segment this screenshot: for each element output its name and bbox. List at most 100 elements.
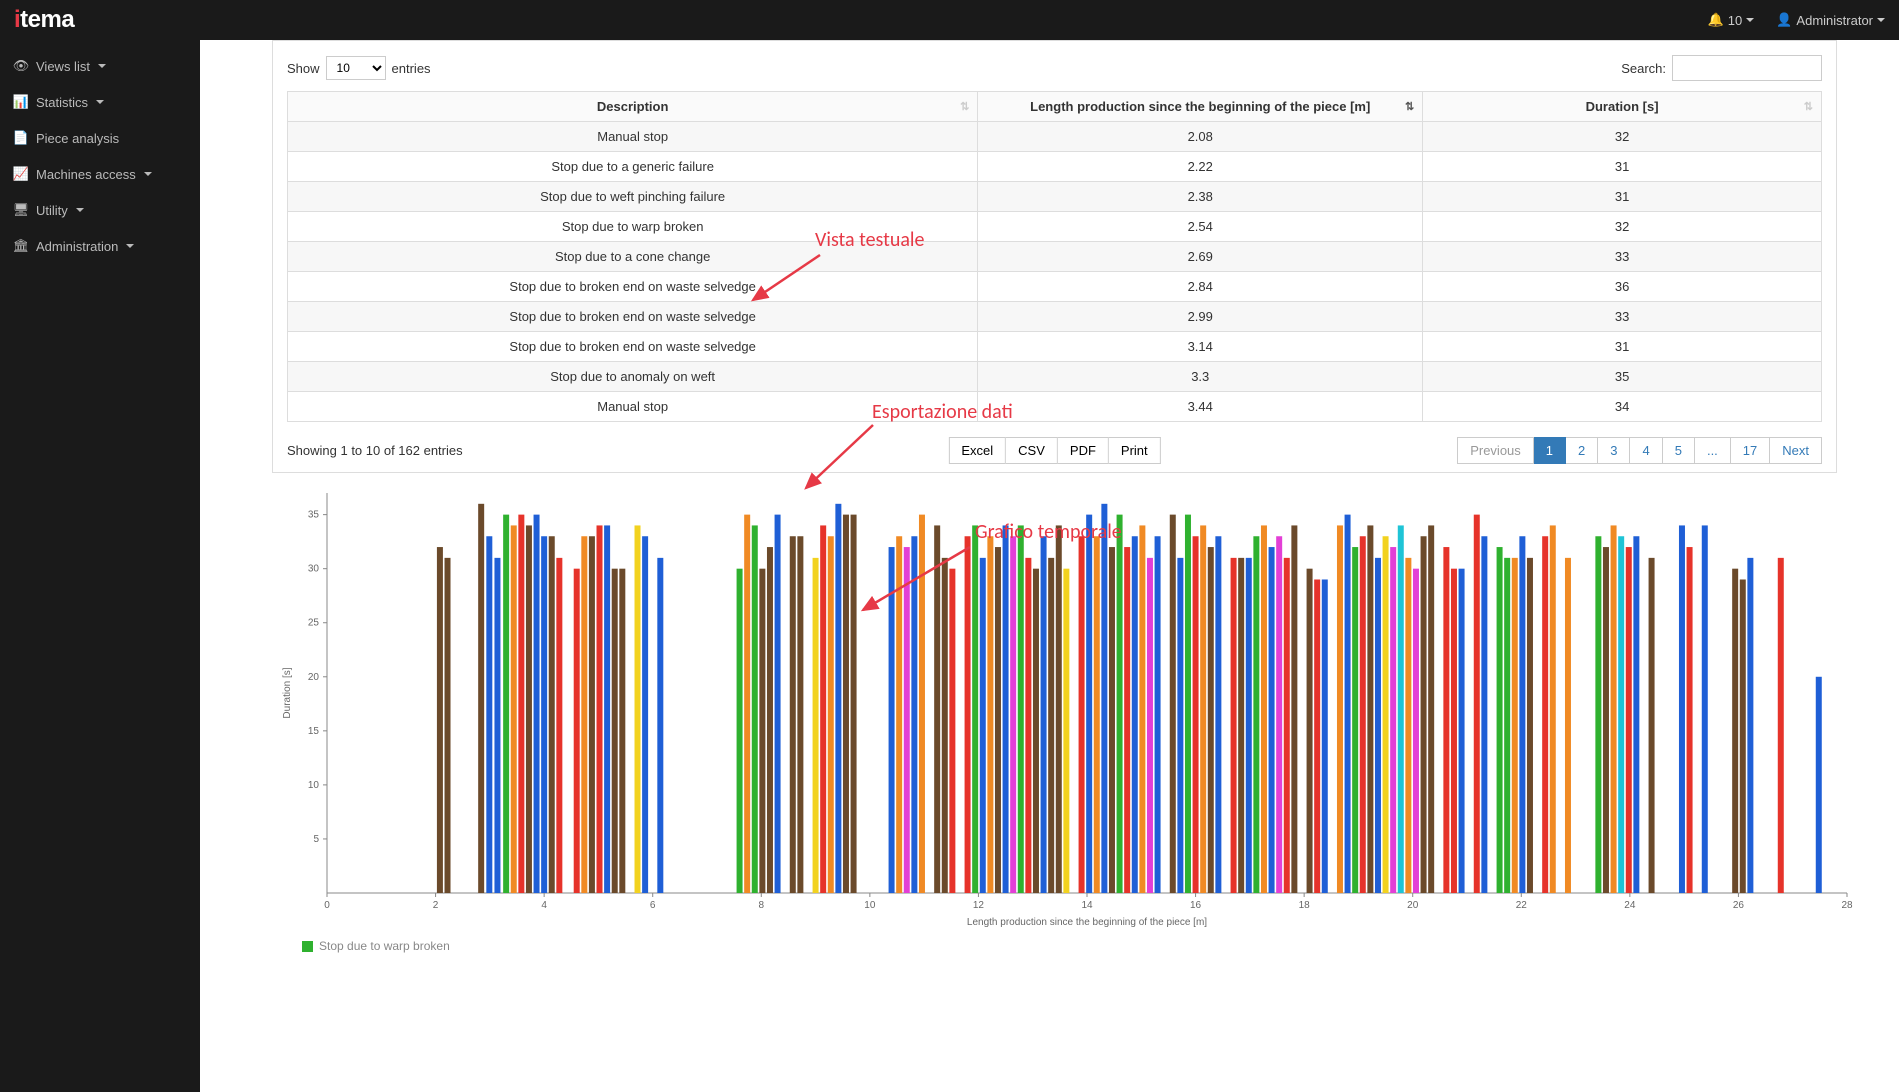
table-cell: 36 [1423,272,1822,302]
export-excel-button[interactable]: Excel [948,437,1006,464]
table-cell: 31 [1423,332,1822,362]
col-header[interactable]: Length production since the beginning of… [978,92,1423,122]
table-info: Showing 1 to 10 of 162 entries [287,443,463,458]
chart-container: 51015202530350246810121416182022242628Le… [272,493,1837,953]
table-cell: 2.22 [978,152,1423,182]
sort-icon: ⇅ [960,103,969,111]
pagination: Previous12345...17Next [1457,437,1822,464]
table-row: Manual stop2.0832 [288,122,1822,152]
table-cell: 34 [1423,392,1822,422]
caret-down-icon [96,100,104,104]
entries-select[interactable]: 10 [326,56,386,80]
table-cell: Stop due to broken end on waste selvedge [288,302,978,332]
svg-text:Length production since the be: Length production since the beginning of… [967,917,1207,928]
table-cell: Stop due to broken end on waste selvedge [288,332,978,362]
sidebar-item-statistics[interactable]: 📊Statistics [0,84,200,120]
page-link[interactable]: Previous [1457,437,1534,464]
sidebar-item-label: Utility [36,203,68,218]
table-cell: 3.14 [978,332,1423,362]
svg-text:20: 20 [308,672,320,683]
page-link: ... [1695,437,1731,464]
table-cell: 31 [1423,152,1822,182]
table-row: Stop due to broken end on waste selvedge… [288,272,1822,302]
table-row: Stop due to warp broken2.5432 [288,212,1822,242]
svg-text:26: 26 [1733,900,1745,911]
page-link[interactable]: 5 [1663,437,1695,464]
table-cell: 32 [1423,122,1822,152]
page-link[interactable]: 2 [1566,437,1598,464]
sidebar-item-label: Statistics [36,95,88,110]
brand-logo: itema [14,6,74,34]
table-cell: 32 [1423,212,1822,242]
table-cell: Stop due to anomaly on weft [288,362,978,392]
user-menu[interactable]: 👤 Administrator [1776,12,1885,28]
col-header[interactable]: Description⇅ [288,92,978,122]
chart-icon: 📈 [14,166,28,182]
sidebar-item-label: Views list [36,59,90,74]
table-cell: 33 [1423,302,1822,332]
caret-down-icon [1746,18,1754,22]
page-link[interactable]: 3 [1598,437,1630,464]
page-link[interactable]: 17 [1731,437,1770,464]
svg-text:14: 14 [1081,900,1093,911]
svg-text:15: 15 [308,726,320,737]
table-cell: Stop due to a cone change [288,242,978,272]
table-row: Stop due to a cone change2.6933 [288,242,1822,272]
sidebar-item-piece-analysis[interactable]: 📄Piece analysis [0,120,200,156]
table-cell: 33 [1423,242,1822,272]
table-cell: 2.08 [978,122,1423,152]
sidebar-item-views-list[interactable]: 👁 Views list [0,48,200,84]
search-input[interactable] [1672,55,1822,81]
caret-down-icon [144,172,152,176]
table-top-controls: Show 10 entries Search: [287,55,1822,81]
export-pdf-button[interactable]: PDF [1058,437,1109,464]
svg-text:20: 20 [1407,900,1419,911]
svg-text:6: 6 [650,900,656,911]
topbar: itema 🔔 10 👤 Administrator [0,0,1899,40]
table-cell: Manual stop [288,122,978,152]
svg-text:25: 25 [308,618,320,629]
caret-down-icon [76,208,84,212]
sidebar-item-administration[interactable]: 🏛 Administration [0,228,200,264]
list-icon: 📄 [14,130,28,146]
notif-count: 10 [1728,13,1742,28]
export-print-button[interactable]: Print [1109,437,1161,464]
sort-icon: ⇅ [1405,103,1414,111]
user-icon: 👤 [1776,12,1792,28]
stops-table: Description⇅Length production since the … [287,91,1822,422]
entries-label: entries [392,61,431,76]
table-cell: 35 [1423,362,1822,392]
eye-icon: 👁 [14,58,28,74]
svg-text:Duration [s]: Duration [s] [282,667,293,718]
desktop-icon: 🖥 [14,202,28,218]
table-cell: 2.99 [978,302,1423,332]
svg-text:18: 18 [1299,900,1311,911]
chart-legend: Stop due to warp broken [302,939,1837,953]
table-cell: 3.3 [978,362,1423,392]
content: Show 10 entries Search: Description⇅Leng… [200,40,1899,1092]
page-link[interactable]: 4 [1630,437,1662,464]
svg-text:22: 22 [1516,900,1528,911]
col-header[interactable]: Duration [s]⇅ [1423,92,1822,122]
table-cell: 2.54 [978,212,1423,242]
table-row: Stop due to broken end on waste selvedge… [288,302,1822,332]
table-row: Manual stop3.4434 [288,392,1822,422]
institution-icon: 🏛 [14,238,28,254]
sidebar-item-machines-access[interactable]: 📈 Machines access [0,156,200,192]
sidebar-item-label: Administration [36,239,118,254]
table-row: Stop due to broken end on waste selvedge… [288,332,1822,362]
table-cell: Manual stop [288,392,978,422]
sidebar-item-utility[interactable]: 🖥 Utility [0,192,200,228]
data-panel: Show 10 entries Search: Description⇅Leng… [272,40,1837,473]
page-link[interactable]: 1 [1534,437,1566,464]
caret-down-icon [98,64,106,68]
notifications-menu[interactable]: 🔔 10 [1708,12,1755,28]
svg-text:30: 30 [308,564,320,575]
sidebar-item-label: Machines access [36,167,136,182]
caret-down-icon [126,244,134,248]
page-link[interactable]: Next [1770,437,1822,464]
search-label: Search: [1621,61,1666,76]
table-cell: 2.69 [978,242,1423,272]
export-csv-button[interactable]: CSV [1006,437,1058,464]
svg-text:4: 4 [541,900,547,911]
